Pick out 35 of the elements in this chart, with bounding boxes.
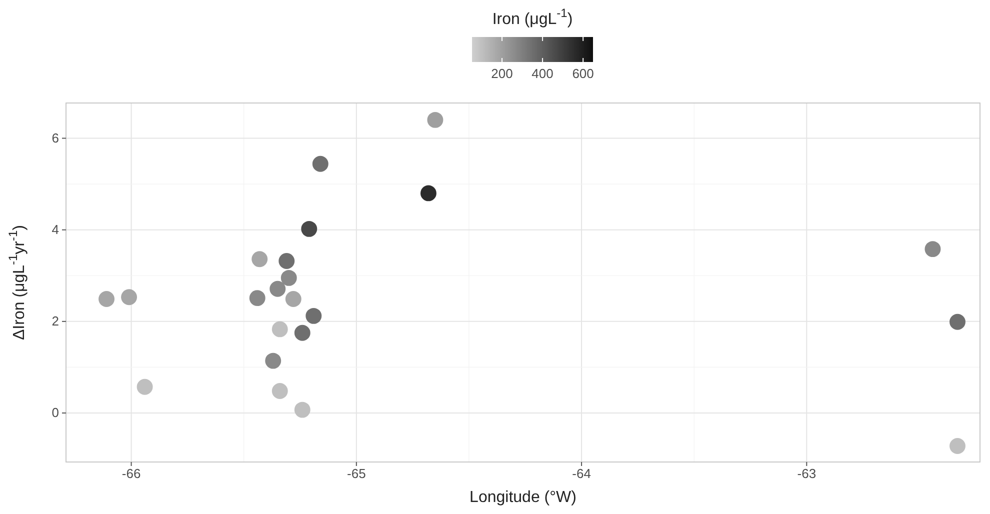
y-tick-label: 4 — [52, 222, 59, 237]
point — [272, 321, 288, 338]
x-tick-label: -66 — [122, 466, 141, 482]
point — [950, 314, 966, 330]
point — [278, 253, 295, 269]
point — [312, 156, 328, 172]
y-tick-label: 2 — [52, 314, 59, 329]
point — [294, 324, 310, 341]
y-tick-label: 0 — [52, 405, 59, 420]
point — [270, 280, 286, 297]
point — [427, 112, 444, 128]
x-tick-label: -64 — [572, 466, 591, 482]
x-tick-label: -65 — [347, 466, 366, 482]
color-bar-title: Iron (μgL$^{-1}$) — [492, 6, 573, 28]
point — [294, 402, 310, 418]
y-tick-label: 6 — [52, 130, 59, 146]
color-bar-label: 200 — [491, 66, 513, 81]
point — [136, 378, 153, 395]
point — [98, 291, 114, 307]
point — [420, 185, 436, 202]
point — [301, 220, 318, 237]
point — [950, 438, 966, 454]
x-axis-title: Longitude (°W) — [470, 489, 576, 506]
point — [252, 251, 268, 268]
color-bar-label: 600 — [572, 66, 594, 81]
point — [306, 308, 322, 324]
point — [265, 352, 282, 369]
point — [285, 291, 302, 307]
point — [280, 270, 297, 286]
x-tick-label: -63 — [797, 466, 816, 482]
point — [249, 290, 266, 306]
point — [121, 289, 138, 306]
point — [272, 383, 288, 399]
color-bar-label: 400 — [532, 66, 554, 81]
point — [924, 241, 941, 258]
